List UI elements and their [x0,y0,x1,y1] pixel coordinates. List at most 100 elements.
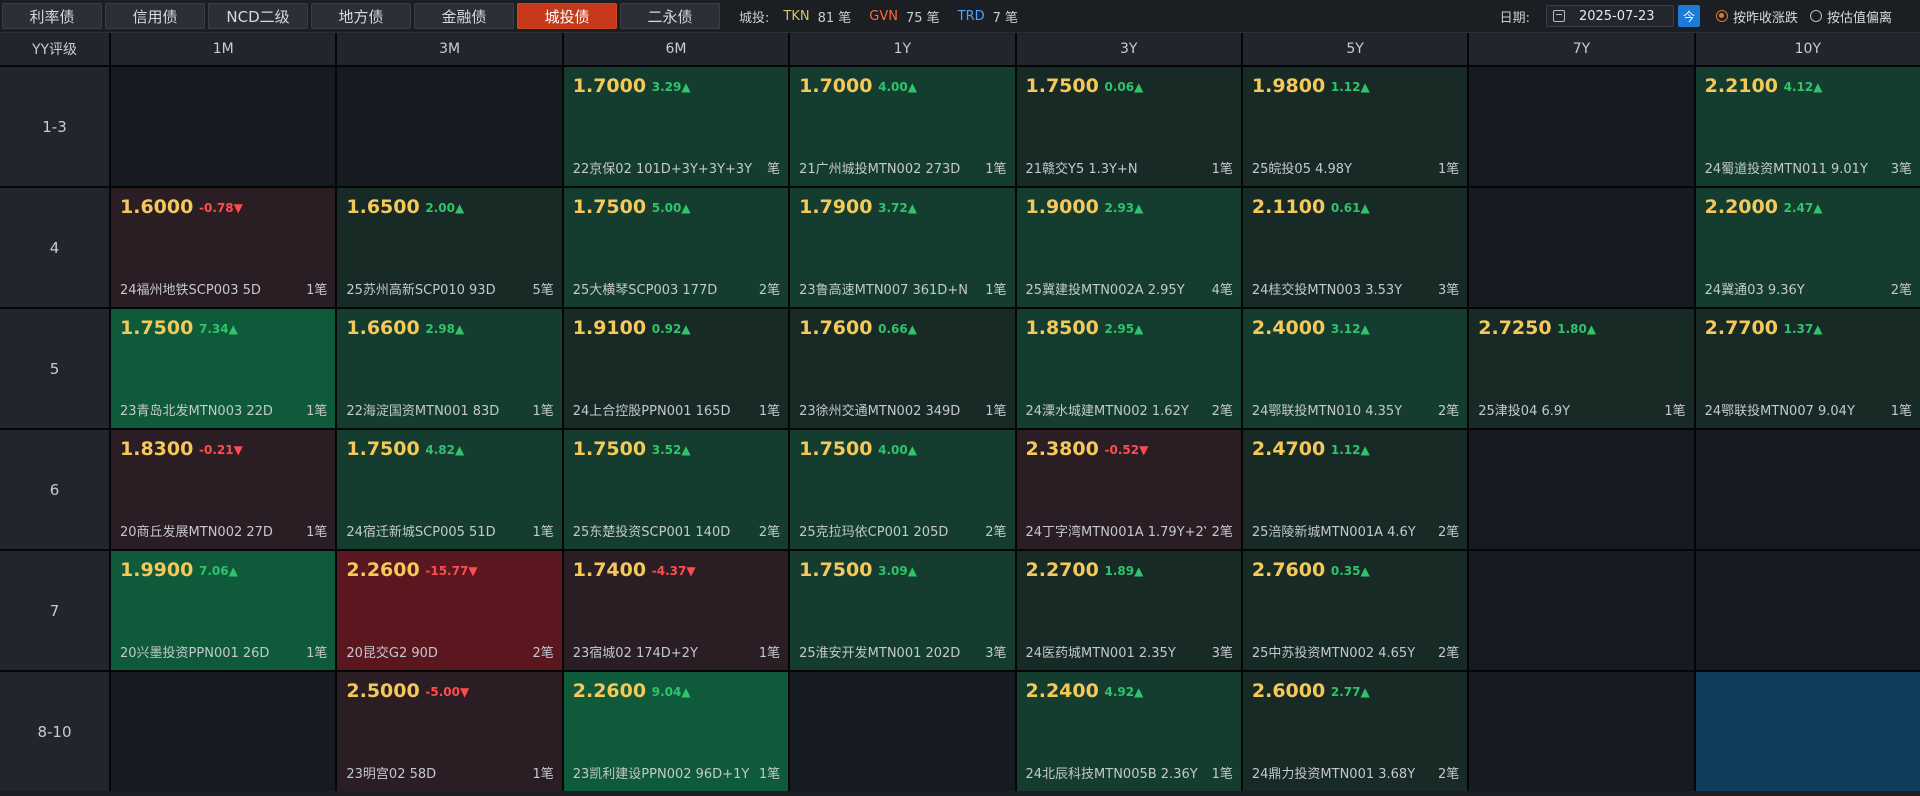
empty-cell[interactable] [1695,430,1920,549]
tab-4[interactable]: 金融债 [414,3,514,29]
row-header[interactable]: 7 [0,551,109,670]
empty-cell[interactable] [1469,188,1694,307]
quote-cell[interactable]: 2.2600 -15.77▼ 20昆交G2 90D 2笔 [337,551,562,670]
tab-3[interactable]: 地方债 [311,3,411,29]
radio-valuation-dev[interactable]: 按估值偏离 [1809,7,1892,26]
bond-name: 25涪陵新城MTN001A 4.6Y [1251,525,1416,540]
radio-prev-close[interactable]: 按昨收涨跌 [1715,7,1798,26]
empty-cell[interactable] [337,67,562,186]
today-button[interactable]: 今 [1677,5,1700,27]
quote-cell[interactable]: 2.5000 -5.00▼ 23明宫02 58D 1笔 [337,672,562,791]
change-value: 5.00▲ [651,201,691,215]
tab-5[interactable]: 城投债 [517,3,617,29]
quote-cell[interactable]: 1.7000 3.29▲ 22京保02 101D+3Y+3Y+3Y+1 笔 [563,67,789,186]
stat-trd-key: TRD [957,8,985,24]
column-header[interactable]: 1M [111,33,336,65]
column-header[interactable]: 5Y [1242,33,1468,65]
quote-cell[interactable]: 1.7000 4.00▲ 21广州城投MTN002 273D 1笔 [790,67,1015,186]
row-header[interactable]: 5 [0,309,109,428]
empty-cell[interactable] [1469,672,1694,791]
tab-6[interactable]: 二永债 [620,3,720,29]
radio-valuation-dev-label[interactable]: 按估值偏离 [1826,10,1892,26]
quote-cell[interactable]: 2.6000 2.77▲ 24鼎力投资MTN001 3.68Y 2笔 [1242,672,1468,791]
quote-cell[interactable]: 1.9000 2.93▲ 25冀建投MTN002A 2.95Y 4笔 [1016,188,1241,307]
stat-gvn-value: 75 笔 [905,10,940,26]
quote-cell[interactable]: 2.2600 9.04▲ 23凯利建设PPN002 96D+1Y 1笔 [563,672,789,791]
empty-cell[interactable] [1695,551,1920,670]
trade-count: 3笔 [1888,158,1912,177]
quote-cell[interactable]: 1.6000 -0.78▼ 24福州地铁SCP003 5D 1笔 [111,188,336,307]
bond-name: 24鼎力投资MTN001 3.68Y [1251,767,1416,782]
quote-cell[interactable]: 1.8500 2.95▲ 24溧水城建MTN002 1.62Y 2笔 [1016,309,1241,428]
quote-cell[interactable]: 2.4700 1.12▲ 25涪陵新城MTN001A 4.6Y 2笔 [1242,430,1468,549]
quote-cell[interactable]: 2.4000 3.12▲ 24鄂联投MTN010 4.35Y 2笔 [1242,309,1468,428]
radio-prev-close-label[interactable]: 按昨收涨跌 [1732,10,1798,26]
quote-cell[interactable]: 1.8300 -0.21▼ 20商丘发展MTN002 27D 1笔 [111,430,336,549]
quote-cell[interactable]: 1.7500 4.00▲ 25克拉玛依CP001 205D 2笔 [790,430,1015,549]
tab-1[interactable]: 信用债 [105,3,205,29]
column-header[interactable]: 7Y [1469,33,1694,65]
tab-2[interactable]: NCD二级 [208,3,308,29]
quote-cell[interactable]: 1.7500 5.00▲ 25大横琴SCP003 177D 2笔 [563,188,789,307]
tab-0[interactable]: 利率债 [2,3,102,29]
yield-value: 1.7400 [572,559,647,581]
radio-checked-icon[interactable] [1715,10,1728,22]
column-header[interactable]: 6M [563,33,789,65]
quote-cell[interactable]: 1.7500 3.09▲ 25淮安开发MTN001 202D 3笔 [790,551,1015,670]
quote-cell[interactable]: 2.2400 4.92▲ 24北辰科技MTN005B 2.36Y 1笔 [1016,672,1241,791]
quote-cell[interactable]: 1.9800 1.12▲ 25皖投05 4.98Y 1笔 [1242,67,1468,186]
quote-cell[interactable]: 1.7900 3.72▲ 23鲁高速MTN007 361D+N 1笔 [790,188,1015,307]
bond-name: 23鲁高速MTN007 361D+N [799,283,968,298]
calendar-icon[interactable] [1552,10,1565,22]
quote-cell[interactable]: 2.7700 1.37▲ 24鄂联投MTN007 9.04Y 1笔 [1695,309,1920,428]
empty-cell[interactable] [1469,551,1694,670]
empty-cell[interactable] [111,672,336,791]
quote-cell[interactable]: 1.6500 2.00▲ 25苏州高新SCP010 93D 5笔 [337,188,562,307]
quote-cell[interactable]: 2.2000 2.47▲ 24冀通03 9.36Y 2笔 [1695,188,1920,307]
column-header[interactable]: 10Y [1695,33,1920,65]
quote-cell[interactable]: 2.1100 0.61▲ 24桂交投MTN003 3.53Y 3笔 [1242,188,1468,307]
yield-value: 1.7500 [572,196,647,218]
quote-cell[interactable]: 2.7250 1.80▲ 25津投04 6.9Y 1笔 [1469,309,1694,428]
empty-cell[interactable] [111,67,336,186]
quote-cell[interactable]: 1.7600 0.66▲ 23徐州交通MTN002 349D 1笔 [790,309,1015,428]
change-value: 3.52▲ [651,443,691,457]
date-picker[interactable]: 2025-07-23 [1545,5,1674,27]
column-header[interactable]: 3M [337,33,562,65]
change-value: 1.89▲ [1104,564,1144,578]
column-header[interactable]: 3Y [1016,33,1241,65]
trade-count: 1笔 [983,158,1007,177]
trade-count: 1笔 [1662,400,1686,419]
quote-cell[interactable]: 1.7400 -4.37▼ 23宿城02 174D+2Y 1笔 [563,551,789,670]
row-header[interactable]: 1-3 [0,67,109,186]
yield-value: 2.7250 [1478,317,1552,339]
quote-cell[interactable]: 1.7500 0.06▲ 21赣交Y5 1.3Y+N 1笔 [1016,67,1241,186]
empty-cell[interactable] [1469,67,1694,186]
quote-cell[interactable]: 2.7600 0.35▲ 25中苏投资MTN002 4.65Y 2笔 [1242,551,1468,670]
quote-cell[interactable]: 1.7500 3.52▲ 25东楚投资SCP001 140D 2笔 [563,430,789,549]
empty-cell[interactable] [1469,430,1694,549]
quote-cell[interactable]: 1.7500 4.82▲ 24宿迁新城SCP005 51D 1笔 [337,430,562,549]
date-value[interactable]: 2025-07-23 [1578,8,1655,24]
row-header[interactable]: 6 [0,430,109,549]
bond-name: 24冀通03 9.36Y [1704,283,1805,298]
quote-cell[interactable]: 1.6600 2.98▲ 22海淀国资MTN001 83D 1笔 [337,309,562,428]
row-header[interactable]: 8-10 [0,672,109,791]
trade-count: 1笔 [304,279,328,298]
radio-unchecked-icon[interactable] [1809,10,1822,22]
quote-cell[interactable]: 2.3800 -0.52▼ 24丁字湾MTN001A 1.79Y+2Y 2笔 [1016,430,1241,549]
quote-cell[interactable]: 1.7500 7.34▲ 23青岛北发MTN003 22D 1笔 [111,309,336,428]
quote-cell[interactable]: 1.9900 7.06▲ 20兴墨投资PPN001 26D 1笔 [111,551,336,670]
empty-cell[interactable] [790,672,1015,791]
quote-cell[interactable]: 2.2700 1.89▲ 24医药城MTN001 2.35Y 3笔 [1016,551,1241,670]
quote-cell[interactable]: 2.2100 4.12▲ 24蜀道投资MTN011 9.01Y 3笔 [1695,67,1920,186]
stats-label: 城投: [739,10,770,26]
empty-cell[interactable] [1695,672,1920,791]
trade-count: 1笔 [304,521,328,540]
change-value: 9.04▲ [651,685,691,699]
stat-gvn: GVN 75 笔 [869,7,939,26]
stat-tkn: TKN 81 笔 [783,7,851,26]
quote-cell[interactable]: 1.9100 0.92▲ 24上合控股PPN001 165D 1笔 [563,309,789,428]
row-header[interactable]: 4 [0,188,109,307]
column-header[interactable]: 1Y [790,33,1015,65]
